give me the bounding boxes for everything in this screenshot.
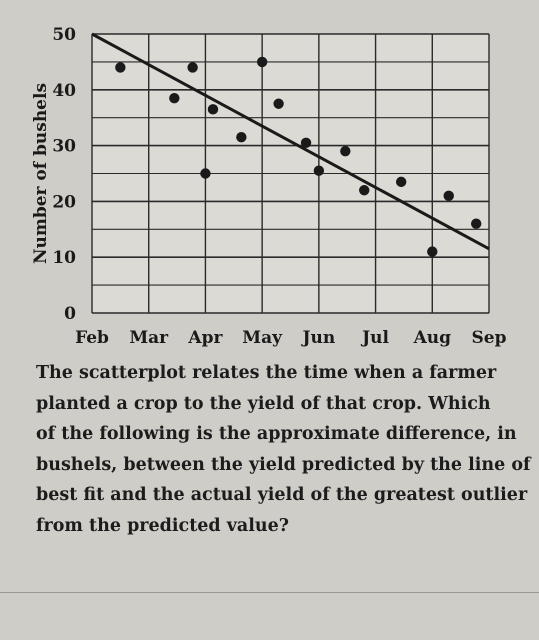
- data-point: [313, 165, 325, 176]
- x-tick-label: Jul: [360, 328, 389, 348]
- x-tick-label: May: [242, 328, 283, 348]
- data-point: [236, 132, 247, 143]
- data-points: [115, 56, 482, 257]
- question-text: The scatterplot relates the time when a …: [36, 358, 536, 541]
- data-point: [470, 218, 482, 229]
- x-tick-label: Jun: [300, 328, 335, 348]
- data-point: [273, 98, 284, 109]
- x-tick-label: Apr: [187, 328, 223, 348]
- question-line: of the following is the approximate diff…: [36, 424, 517, 444]
- y-tick-label: 10: [52, 248, 76, 268]
- x-tick-label: Mar: [129, 328, 169, 348]
- x-tick-label: Aug: [413, 328, 452, 348]
- x-tick-labels: Feb Mar Apr May Jun Jul Aug Sep: [75, 328, 507, 348]
- question-line: planted a crop to the yield of that crop…: [36, 393, 491, 414]
- data-point: [395, 176, 407, 188]
- data-point: [359, 185, 370, 196]
- question-line: from the predicted value?: [36, 515, 290, 536]
- y-tick-label: 0: [64, 304, 76, 324]
- x-tick-label: Sep: [472, 328, 507, 348]
- y-axis-label: Number of bushels: [31, 83, 51, 264]
- data-point: [115, 62, 126, 73]
- question-line: The scatterplot relates the time when a …: [36, 363, 497, 383]
- data-point: [169, 92, 180, 104]
- data-point: [340, 145, 351, 157]
- divider: [0, 592, 539, 593]
- data-point: [300, 137, 312, 149]
- y-tick-label: 20: [52, 192, 76, 212]
- data-point: [187, 62, 198, 73]
- data-point: [443, 190, 454, 202]
- data-point: [256, 56, 268, 68]
- question-line: best fit and the actual yield of the gre…: [36, 485, 528, 505]
- data-point: [207, 104, 219, 115]
- y-tick-label: 50: [52, 25, 76, 45]
- data-point: [427, 246, 438, 257]
- question-line: bushels, between the yield predicted by …: [36, 454, 531, 475]
- data-point: [200, 168, 211, 179]
- y-tick-label: 30: [52, 137, 76, 157]
- scatterplot-chart: 0 10 20 30 40 50 Feb Mar Apr May Jun Jul Aug Sep Num…: [31, 25, 507, 348]
- grid-lines: [91, 33, 490, 314]
- line-of-best-fit: [91, 32, 490, 251]
- x-tick-label: Feb: [75, 328, 109, 348]
- y-tick-labels: 0 10 20 30 40 50: [52, 25, 76, 324]
- y-tick-label: 40: [52, 81, 76, 101]
